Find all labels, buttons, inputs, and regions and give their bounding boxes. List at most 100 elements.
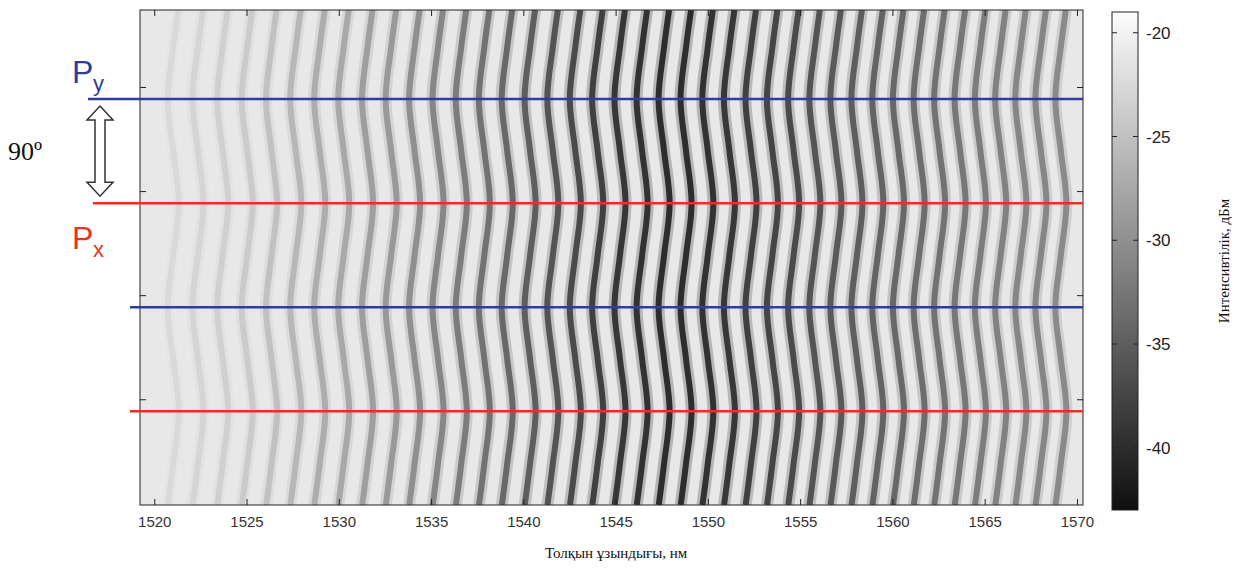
fringe xyxy=(168,10,179,505)
fringe-halo xyxy=(872,10,883,505)
fringe-halo xyxy=(975,10,986,505)
fringe-halo xyxy=(525,10,536,505)
fringe-halo xyxy=(547,10,558,505)
x-tick-top xyxy=(616,10,617,16)
fringe xyxy=(893,10,904,505)
colorbar-tick-label: -20 xyxy=(1146,24,1171,43)
fringe xyxy=(995,10,1006,505)
polarization-line xyxy=(93,202,1083,205)
x-tick-label: 1520 xyxy=(138,513,171,530)
fringe xyxy=(681,10,692,505)
fringe xyxy=(266,10,277,505)
colorbar-tick xyxy=(1112,136,1117,137)
colorbar-tick xyxy=(1112,240,1117,241)
fringe xyxy=(745,10,756,505)
fringe xyxy=(502,10,513,505)
x-tick-top xyxy=(339,10,340,16)
fringe-halo xyxy=(1055,10,1066,505)
chart: 1520152515301535154015451550155515601565… xyxy=(0,0,1242,569)
fringe xyxy=(290,10,301,505)
colorbar-tick-label: -30 xyxy=(1146,231,1171,250)
colorbar-tick-label: -35 xyxy=(1146,335,1171,354)
fringe-halo xyxy=(479,10,490,505)
fringe xyxy=(362,10,373,505)
fringe-halo xyxy=(433,10,444,505)
fringe xyxy=(338,10,349,505)
fringe-halo xyxy=(409,10,420,505)
fringe-halo xyxy=(745,10,756,505)
y-tick-right xyxy=(1077,191,1083,192)
colorbar-tick xyxy=(1112,32,1117,33)
polarization-line xyxy=(130,306,1083,309)
x-tick-top xyxy=(247,10,248,16)
fringe-halo xyxy=(314,10,325,505)
fringe-halo xyxy=(830,10,841,505)
fringe xyxy=(872,10,883,505)
fringe-halo xyxy=(1015,10,1026,505)
x-tick-label: 1525 xyxy=(230,513,263,530)
x-tick-label: 1570 xyxy=(1061,513,1094,530)
colorbar-tick xyxy=(1133,240,1138,241)
fringe-halo xyxy=(217,10,228,505)
fringe xyxy=(192,10,203,505)
x-tick xyxy=(616,499,617,505)
x-tick-top xyxy=(708,10,709,16)
x-tick xyxy=(523,499,524,505)
colorbar-tick-label: -25 xyxy=(1146,128,1171,147)
y-tick-right xyxy=(1077,295,1083,296)
x-tick-label: 1560 xyxy=(876,513,909,530)
y-tick xyxy=(140,191,146,192)
colorbar-tick xyxy=(1133,32,1138,33)
x-tick-top xyxy=(892,10,893,16)
y-tick xyxy=(140,87,146,88)
x-tick xyxy=(708,499,709,505)
fringe-halo xyxy=(659,10,670,505)
fringe xyxy=(592,10,603,505)
colorbar-tick xyxy=(1112,344,1117,345)
x-tick xyxy=(892,499,893,505)
fringe xyxy=(637,10,648,505)
x-tick xyxy=(431,499,432,505)
fringe xyxy=(702,10,713,505)
x-tick xyxy=(154,499,155,505)
x-tick xyxy=(800,499,801,505)
y-tick xyxy=(140,399,146,400)
fringe xyxy=(409,10,420,505)
fringe-halo xyxy=(724,10,735,505)
colorbar-tick xyxy=(1133,447,1138,448)
fringe xyxy=(809,10,820,505)
fringe-halo xyxy=(502,10,513,505)
colorbar-tick-label: -40 xyxy=(1146,439,1171,458)
fringe xyxy=(724,10,735,505)
x-tick-label: 1545 xyxy=(599,513,632,530)
x-tick-label: 1540 xyxy=(507,513,540,530)
heatmap-background xyxy=(140,10,1083,505)
x-tick-label: 1535 xyxy=(415,513,448,530)
fringe-halo xyxy=(934,10,945,505)
fringe xyxy=(547,10,558,505)
x-tick-top xyxy=(431,10,432,16)
x-tick xyxy=(985,499,986,505)
x-tick xyxy=(1077,499,1078,505)
x-tick-top xyxy=(985,10,986,16)
fringe xyxy=(659,10,670,505)
fringe-halo xyxy=(362,10,373,505)
fringe xyxy=(1035,10,1046,505)
angle-arrow xyxy=(87,106,113,196)
fringe-halo xyxy=(914,10,925,505)
colorbar-title: Интенсивтілік, дБм xyxy=(1216,198,1232,323)
plot-frame xyxy=(140,10,1083,505)
fringe-halo xyxy=(614,10,625,505)
fringe xyxy=(456,10,467,505)
fringe xyxy=(955,10,966,505)
fringe-halo xyxy=(637,10,648,505)
fringe xyxy=(767,10,778,505)
fringe-halo xyxy=(192,10,203,505)
fringe xyxy=(975,10,986,505)
fringes xyxy=(168,10,1067,505)
x-axis-title: Толқын ұзындығы, нм xyxy=(545,545,688,561)
x-tick-label: 1555 xyxy=(784,513,817,530)
fringe xyxy=(1015,10,1026,505)
x-tick-top xyxy=(154,10,155,16)
x-tick-label: 1550 xyxy=(692,513,725,530)
